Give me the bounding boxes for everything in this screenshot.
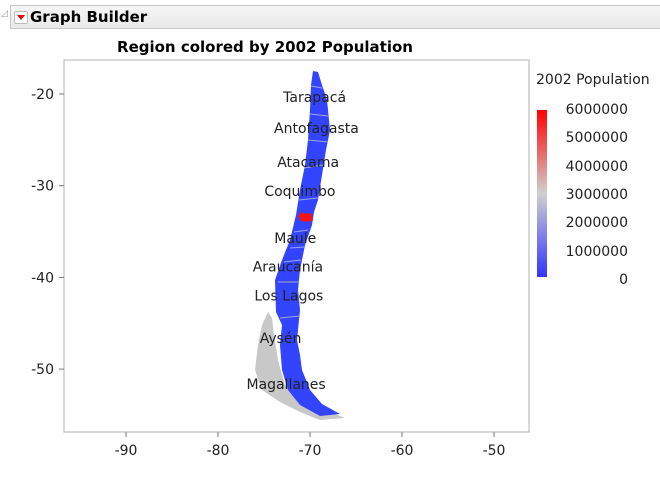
chile-map	[275, 71, 340, 416]
legend-label: 1000000	[565, 243, 628, 260]
legend-label: 3000000	[565, 186, 628, 203]
header-title: Graph Builder	[30, 8, 148, 26]
region-label: Coquimbo	[264, 184, 335, 200]
region-borders	[278, 85, 329, 319]
x-tick-label: -50	[483, 443, 506, 459]
legend-title: 2002 Population	[536, 72, 650, 88]
santiago-region	[298, 212, 313, 222]
red-triangle-menu-icon[interactable]	[14, 11, 28, 24]
region-label: Araucanía	[253, 259, 323, 275]
color-gradient-bar	[537, 110, 547, 277]
legend-label: 2000000	[565, 215, 628, 232]
x-tick-label: -80	[207, 443, 230, 459]
legend-label: 4000000	[565, 158, 628, 175]
y-tick-label: -40	[31, 270, 54, 286]
region-label: Los Lagos	[254, 289, 323, 305]
legend-label: 6000000	[565, 102, 628, 118]
y-tick-label: -30	[31, 179, 54, 195]
legend-label: 5000000	[565, 130, 628, 147]
x-tick-label: -70	[299, 443, 322, 459]
x-tick-label: -60	[391, 443, 414, 459]
region-label: Magallanes	[246, 377, 325, 393]
y-tick-label: -50	[31, 362, 54, 378]
region-label: Atacama	[277, 155, 339, 171]
y-tick-label: -20	[31, 87, 54, 103]
x-tick-label: -90	[115, 443, 138, 459]
legend-label: 0	[619, 271, 628, 288]
chile-south-fringe	[255, 312, 345, 420]
region-label: Maule	[274, 231, 316, 247]
chart-title: Region colored by 2002 Population	[117, 38, 413, 56]
region-label: Antofagasta	[274, 121, 359, 137]
graph-builder-header	[10, 5, 660, 29]
region-label: Tarapacá	[282, 90, 346, 106]
disclosure-icon[interactable]: ◿	[1, 9, 8, 19]
region-label: Aysén	[260, 331, 302, 347]
